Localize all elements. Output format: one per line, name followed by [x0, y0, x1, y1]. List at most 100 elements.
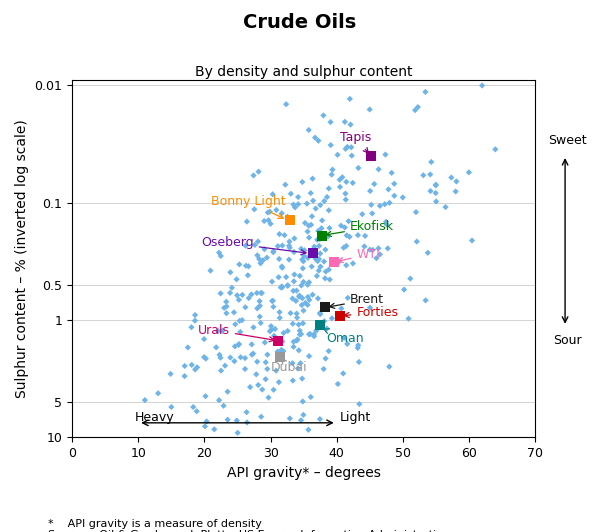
Point	[206, 267, 215, 275]
Point	[301, 298, 310, 307]
Point	[320, 245, 330, 254]
Point	[341, 195, 350, 204]
Point	[264, 393, 274, 402]
Point	[380, 151, 390, 159]
Point	[250, 240, 260, 249]
Point	[374, 244, 383, 253]
Point	[298, 264, 308, 272]
Point	[308, 174, 317, 183]
Title: By density and sulphur content: By density and sulphur content	[195, 65, 412, 79]
Point	[304, 426, 313, 434]
Point	[306, 189, 316, 197]
Point	[346, 143, 356, 152]
Point	[315, 235, 325, 243]
Point	[317, 231, 327, 240]
Point	[223, 387, 232, 396]
Point	[261, 375, 271, 384]
Point	[316, 201, 325, 210]
Point	[251, 370, 261, 379]
Point	[355, 400, 364, 409]
Point	[190, 311, 200, 319]
Point	[358, 210, 367, 219]
Point	[234, 296, 244, 304]
Point	[188, 403, 198, 411]
Text: Ekofisk: Ekofisk	[326, 220, 394, 236]
Point	[366, 152, 376, 160]
Point	[199, 335, 209, 343]
Point	[284, 242, 294, 250]
Point	[314, 136, 323, 145]
Point	[245, 383, 255, 392]
Point	[183, 343, 193, 352]
Point	[275, 353, 285, 361]
Point	[266, 322, 276, 330]
Point	[235, 317, 244, 325]
Point	[314, 255, 324, 263]
Point	[235, 328, 245, 336]
Point	[328, 165, 337, 174]
Point	[290, 203, 300, 212]
Point	[298, 294, 307, 303]
Point	[242, 408, 251, 417]
Point	[283, 327, 292, 335]
Point	[425, 187, 435, 195]
Point	[200, 392, 210, 401]
Point	[313, 257, 322, 265]
Point	[269, 303, 278, 311]
Point	[226, 268, 235, 277]
Point	[276, 283, 286, 292]
Point	[359, 242, 369, 251]
Point	[278, 337, 287, 346]
Point	[272, 206, 281, 214]
Point	[343, 143, 352, 151]
Point	[353, 231, 363, 239]
Point	[187, 361, 197, 369]
Text: Light: Light	[340, 411, 371, 425]
Point	[316, 262, 325, 271]
Point	[385, 198, 394, 207]
Point	[287, 359, 297, 368]
Point	[274, 378, 284, 386]
Point	[254, 255, 264, 263]
Point	[311, 255, 320, 263]
Point	[319, 111, 328, 120]
Point	[256, 319, 265, 327]
Point	[334, 257, 344, 266]
Point	[299, 252, 309, 260]
Point	[256, 412, 266, 421]
Point	[222, 302, 232, 311]
Point	[346, 120, 355, 129]
Point	[353, 341, 363, 350]
Point	[289, 277, 299, 286]
Point	[256, 289, 266, 297]
Text: WTI: WTI	[338, 248, 380, 262]
Point	[269, 386, 278, 394]
Point	[421, 296, 430, 305]
Point	[250, 205, 259, 213]
Point	[262, 253, 272, 262]
Point	[389, 192, 399, 200]
Point	[327, 314, 337, 322]
Point	[295, 292, 304, 300]
Point	[293, 200, 303, 209]
Point	[431, 197, 441, 206]
Point	[294, 320, 304, 329]
Point	[211, 343, 221, 352]
Point	[406, 275, 415, 283]
Point	[340, 118, 350, 126]
Point	[309, 332, 319, 340]
Point	[324, 347, 334, 355]
Point	[345, 232, 355, 241]
Point	[281, 273, 291, 281]
Point	[200, 422, 210, 430]
Point	[253, 251, 262, 260]
Point	[292, 286, 301, 295]
Point	[247, 290, 256, 298]
Point	[410, 106, 420, 114]
Point	[322, 325, 332, 333]
Point	[452, 177, 461, 186]
Point	[431, 189, 440, 197]
Point	[348, 179, 358, 187]
Point	[317, 224, 326, 232]
Point	[209, 425, 219, 434]
